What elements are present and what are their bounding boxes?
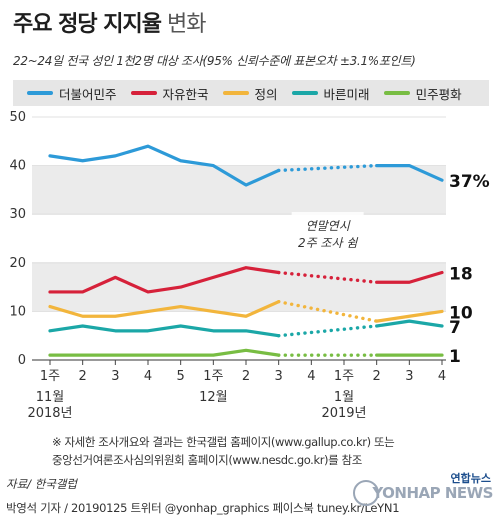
series-line (48, 300, 281, 318)
series-line (48, 348, 281, 357)
legend-label: 바른미래 (323, 86, 370, 102)
annotation-box (291, 212, 364, 254)
annotation-line-2: 2주 조사 쉼 (298, 236, 358, 250)
end-value-label: 7 (449, 318, 461, 338)
x-tick-label: 5 (177, 369, 185, 384)
page-title: 주요 정당 지지율 변화 (13, 6, 206, 38)
end-value-label: 10 (449, 303, 473, 323)
end-value-label: 1 (449, 347, 461, 367)
x-tick-label: 2 (373, 369, 381, 384)
month-label: 1월 (334, 390, 354, 405)
series-line (375, 164, 444, 182)
title-light: 변화 (167, 12, 206, 37)
end-value-label: 18 (449, 265, 473, 285)
legend-label: 민주평화 (415, 86, 462, 102)
y-tick-label: 40 (9, 159, 26, 174)
x-tick-label: 3 (111, 369, 119, 384)
month-label: 12월 (199, 390, 228, 405)
x-tick-label: 1주 (40, 369, 60, 384)
x-tick-label: 4 (307, 369, 315, 384)
x-tick-label: 3 (275, 369, 283, 384)
x-tick-label: 2 (79, 369, 87, 384)
end-value-label: 37% (449, 172, 490, 192)
series-line (48, 266, 281, 294)
year-label: 2018년 (27, 406, 72, 421)
series-line (375, 270, 444, 284)
y-tick-label: 30 (9, 207, 26, 222)
x-tick-label: 4 (144, 369, 152, 384)
legend-item: 자유한국 (130, 84, 209, 103)
footnote: ※ 자세한 조사개요와 결과는 한국갤럽 홈페이지(www.gallup.co.… (52, 433, 395, 469)
footnote-line-2: 중앙선거여론조사심의위원회 홈페이지(www.nesdc.go.kr)를 참조 (52, 453, 362, 467)
legend-item: 정의 (222, 84, 278, 103)
y-tick-label: 50 (9, 110, 26, 125)
legend-swatch (383, 91, 410, 95)
subtitle: 22~24일 전국 성인 1천2명 대상 조사(95% 신뢰수준에 표본오차 ±… (13, 54, 416, 68)
grid-band (32, 214, 446, 263)
footnote-line-1: ※ 자세한 조사개요와 결과는 한국갤럽 홈페이지(www.gallup.co.… (52, 435, 395, 449)
x-tick-label: 1주 (334, 369, 354, 384)
byline: 박영석 기자 / 20190125 트위터 @yonhap_graphics 페… (6, 501, 400, 515)
month-label: 11월 (36, 390, 65, 405)
grid-band (32, 165, 446, 215)
legend-item: 바른미래 (291, 84, 370, 103)
legend-swatch (222, 91, 249, 95)
legend-swatch (27, 91, 53, 95)
logo-circle-icon (353, 480, 379, 506)
x-tick-label: 4 (438, 369, 446, 384)
legend-label: 정의 (254, 86, 278, 102)
annotation-line-1: 연말연시 (306, 219, 351, 233)
series-line (375, 309, 444, 323)
y-tick-label: 20 (9, 256, 26, 271)
series-line (48, 144, 281, 187)
legend-item: 민주평화 (383, 84, 462, 103)
logo-text: YONHAP NEWS (372, 484, 493, 502)
year-label: 2019년 (321, 406, 366, 421)
yonhap-logo: 연합뉴스 YONHAP NEWS (353, 470, 493, 514)
x-tick-label: 3 (405, 369, 413, 384)
y-tick-label: 10 (9, 304, 26, 319)
legend-swatch (130, 91, 157, 95)
x-tick-label: 2 (242, 369, 250, 384)
y-tick-label: 0 (18, 353, 26, 368)
logo-brand: 연합뉴스 (450, 472, 491, 485)
x-tick-label: 1주 (203, 369, 223, 384)
series-line (48, 324, 281, 338)
legend-label: 자유한국 (162, 86, 209, 102)
source-label: 자료/ 한국갤럽 (6, 477, 78, 491)
legend-label: 더불어민주 (59, 86, 117, 102)
legend-item: 더불어민주 (27, 84, 117, 103)
series-line (375, 319, 444, 328)
title-main: 주요 정당 지지율 (13, 12, 162, 37)
legend: 더불어민주 자유한국 정의 바른미래 민주평화 (13, 80, 489, 106)
legend-swatch (291, 91, 318, 95)
